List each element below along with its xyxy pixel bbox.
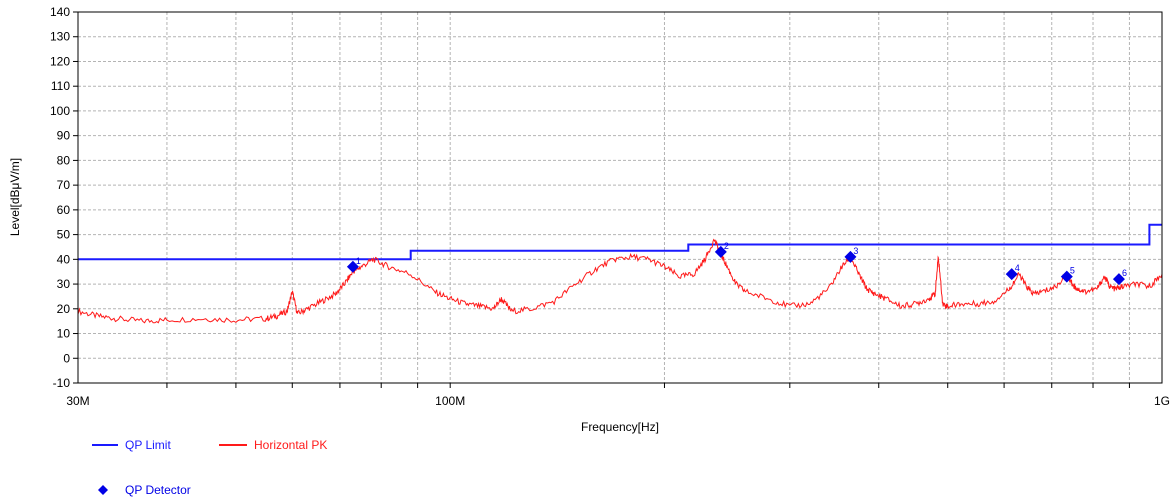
y-tick-label: 110 [51,79,70,93]
y-tick-label: 60 [57,203,71,217]
x-axis-title: Frequency[Hz] [581,420,659,434]
qp-detector-marker [1060,270,1073,283]
legend-label-horizontal-pk: Horizontal PK [254,438,327,452]
x-tick-label: 30M [66,394,89,408]
y-tick-label: 20 [57,302,71,316]
y-tick-label: 120 [50,54,70,68]
y-tick-label: 70 [57,178,71,192]
y-tick-label: 10 [57,327,71,341]
series-line-qp-limit [78,223,1162,261]
qp-detector-marker [844,250,857,263]
y-tick-label: 140 [50,5,70,19]
y-tick-label: 100 [50,104,70,118]
series-layer [77,223,1163,324]
y-tick-label: 90 [57,129,71,143]
y-axis-title: Level[dBμV/m] [8,158,22,236]
qp-detector-marker-label: 6 [1122,268,1127,278]
qp-detector-marker-label: 4 [1015,263,1020,273]
qp-detector-marker [1112,273,1125,286]
legend-label-qp-detector: QP Detector [125,483,191,497]
qp-detector-marker [714,245,727,258]
qp-detector-marker-label: 2 [724,241,729,251]
plot-area [78,12,1162,383]
legend: QP Limit Horizontal PK QP Detector [92,438,327,497]
x-tick-label: 1G [1154,394,1170,408]
y-tick-label: 50 [57,228,71,242]
legend-swatch-qp-detector [98,485,108,495]
y-axis: -10 0 10 20 30 40 50 60 70 80 90 100 110 120 130 140 [50,5,78,390]
y-tick-label: 80 [57,153,71,167]
qp-detector-marker-label: 1 [356,256,361,266]
qp-detector-marker-label: 5 [1070,266,1075,276]
y-tick-label: 130 [50,30,70,44]
grid [78,12,1162,383]
qp-detector-marker [346,260,359,273]
qp-detector-marker-label: 3 [853,246,858,256]
y-tick-label: 30 [57,277,71,291]
x-tick-label: 100M [435,394,465,408]
plot-frame [77,11,1163,384]
legend-label-qp-limit: QP Limit [125,438,171,452]
qp-detector-marker [1005,268,1018,281]
x-axis: 30M 100M 1G [66,383,1170,408]
y-tick-label: 0 [63,351,70,365]
y-tick-label: 40 [57,252,71,266]
marker-layer: 1 2 3 4 5 6 [346,241,1127,286]
series-line-horizontal-pk [77,238,1163,324]
y-tick-label: -10 [53,376,71,390]
